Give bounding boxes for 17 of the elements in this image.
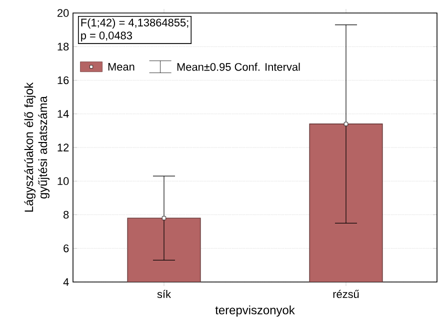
legend-label: Mean: [108, 62, 134, 71]
y-tick-label: 12: [58, 144, 69, 152]
y-tick-label: 10: [58, 177, 69, 186]
y-tick-label: 4: [63, 278, 69, 286]
annotation: p = 0,0483: [81, 32, 132, 42]
y-axis-title: Lágyszárúakon élő fajok gyűjtési adatszáma: [24, 82, 50, 212]
y-tick-label: 14: [58, 110, 69, 118]
y-tick-label: 8: [64, 210, 69, 219]
y-tick-label: 20: [58, 9, 69, 17]
x-tick-label: sík: [157, 290, 172, 298]
y-tick-label: 6: [64, 244, 69, 252]
x-tick-label: rézsű: [333, 290, 359, 298]
x-axis-title: terepviszonyok: [215, 306, 295, 317]
annotation: F(1;42) = 4,13864855;: [81, 18, 188, 29]
annotation: Mean±0.95 Conf. Interval: [177, 62, 300, 71]
y-tick-label: 18: [58, 42, 69, 51]
y-tick-label: 16: [58, 76, 69, 84]
